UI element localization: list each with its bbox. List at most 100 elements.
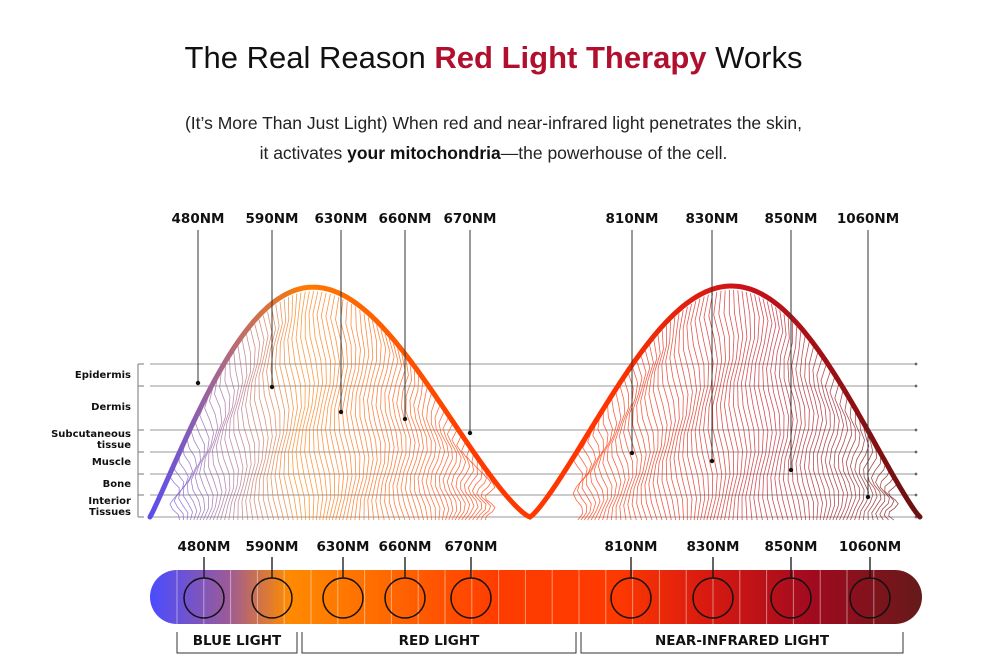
light-fiber — [602, 405, 613, 521]
wavelength-label-top: 590NM — [246, 211, 299, 227]
wavelength-label-top: 810NM — [606, 211, 659, 227]
layer-label-line: tissue — [97, 440, 131, 451]
penetration-depth-dot — [629, 450, 635, 456]
layer-label-muscle: Muscle — [92, 457, 131, 468]
light-fiber — [421, 387, 433, 521]
wavelength-label-top: 670NM — [444, 211, 497, 227]
light-fiber — [686, 303, 698, 521]
light-fiber — [644, 345, 655, 521]
layer-label-line: Subcutaneous — [51, 429, 131, 440]
light-fiber — [870, 449, 882, 521]
light-fiber — [190, 420, 202, 521]
penetration-depth-dot — [788, 467, 794, 473]
wavelength-label-bar: 670NM — [445, 539, 498, 555]
light-fiber — [824, 371, 836, 521]
category-bracket — [301, 632, 577, 654]
light-fiber — [690, 301, 702, 521]
penetration-depth-dot — [195, 380, 201, 386]
light-fiber — [762, 301, 773, 521]
wavelength-label-top: 1060NM — [837, 211, 899, 227]
light-fiber — [212, 379, 223, 521]
light-fiber — [320, 292, 332, 521]
penetration-envelope-curve — [147, 283, 923, 520]
light-fiber — [291, 293, 303, 521]
layer-label-subcutaneous: Subcutaneous tissue — [51, 429, 131, 451]
light-fiber — [640, 350, 651, 521]
light-fiber — [253, 319, 265, 521]
light-fiber — [719, 290, 731, 521]
light-fiber — [455, 436, 467, 521]
light-fiber — [753, 296, 765, 521]
light-fiber — [618, 379, 630, 521]
light-fiber — [799, 336, 810, 521]
light-fiber — [816, 358, 828, 521]
category-bracket — [580, 632, 904, 654]
light-fiber — [219, 365, 231, 521]
layer-label-line: Tissues — [89, 507, 131, 518]
light-fiber — [409, 370, 420, 521]
layer-label-bone: Bone — [103, 479, 132, 490]
gridline-end-dot — [914, 450, 918, 454]
light-fiber — [384, 338, 395, 521]
light-fiber — [224, 358, 235, 521]
penetration-depth-dot — [269, 384, 275, 390]
light-fiber — [334, 297, 345, 521]
light-fiber — [363, 317, 374, 521]
light-fiber — [606, 399, 618, 521]
light-fiber — [577, 446, 588, 521]
wavelength-label-bar: 850NM — [765, 539, 818, 555]
light-fiber — [791, 326, 802, 521]
light-fiber — [198, 403, 210, 521]
light-fiber — [345, 303, 357, 521]
light-fiber — [194, 412, 206, 521]
light-fiber — [778, 314, 790, 521]
wavelength-label-bar: 1060NM — [839, 539, 901, 555]
light-fiber — [232, 345, 244, 521]
light-fiber — [581, 439, 593, 521]
light-fiber — [648, 340, 659, 521]
light-fiber — [480, 473, 492, 521]
light-fiber — [715, 290, 727, 521]
light-fiber — [803, 341, 815, 521]
wavelength-label-top: 850NM — [765, 211, 818, 227]
light-fiber — [723, 289, 735, 521]
light-fiber — [572, 453, 584, 521]
page-title: The Real Reason Red Light Therapy Works — [0, 40, 987, 76]
subtitle-bold: your mitochondria — [347, 143, 501, 163]
light-fiber — [203, 395, 215, 521]
category-label-red-light: RED LIGHT — [399, 633, 481, 649]
layer-label-dermis: Dermis — [91, 402, 131, 413]
light-fiber — [392, 348, 403, 521]
light-fiber — [728, 289, 739, 521]
subtitle-text-end: —the powerhouse of the cell. — [500, 143, 728, 163]
light-fiber — [295, 292, 307, 521]
light-fiber — [694, 298, 706, 521]
light-fiber — [278, 299, 290, 521]
light-fiber — [712, 291, 723, 521]
gridline-end-dot — [914, 428, 918, 432]
light-fiber — [875, 457, 886, 521]
light-fiber — [636, 356, 647, 521]
light-fiber — [770, 307, 781, 521]
wavelength-marker-circle — [183, 577, 225, 619]
category-bracket — [176, 632, 298, 654]
light-fiber — [665, 321, 676, 521]
light-fiber — [299, 291, 311, 521]
light-fiber — [350, 306, 361, 521]
light-fiber — [841, 398, 853, 521]
light-fiber — [375, 329, 387, 521]
light-fiber — [241, 334, 252, 521]
layer-label-line: Interior — [88, 496, 131, 507]
gridline-end-dot — [914, 362, 918, 366]
light-fiber — [631, 361, 643, 521]
light-fiber — [266, 307, 277, 521]
light-fiber — [476, 467, 487, 521]
penetration-depth-dot — [467, 430, 473, 436]
light-fiber — [249, 324, 261, 521]
light-fiber — [245, 328, 256, 521]
light-fiber — [673, 313, 684, 521]
light-fiber — [308, 291, 320, 521]
light-fiber — [795, 331, 807, 521]
light-fiber — [812, 352, 824, 521]
